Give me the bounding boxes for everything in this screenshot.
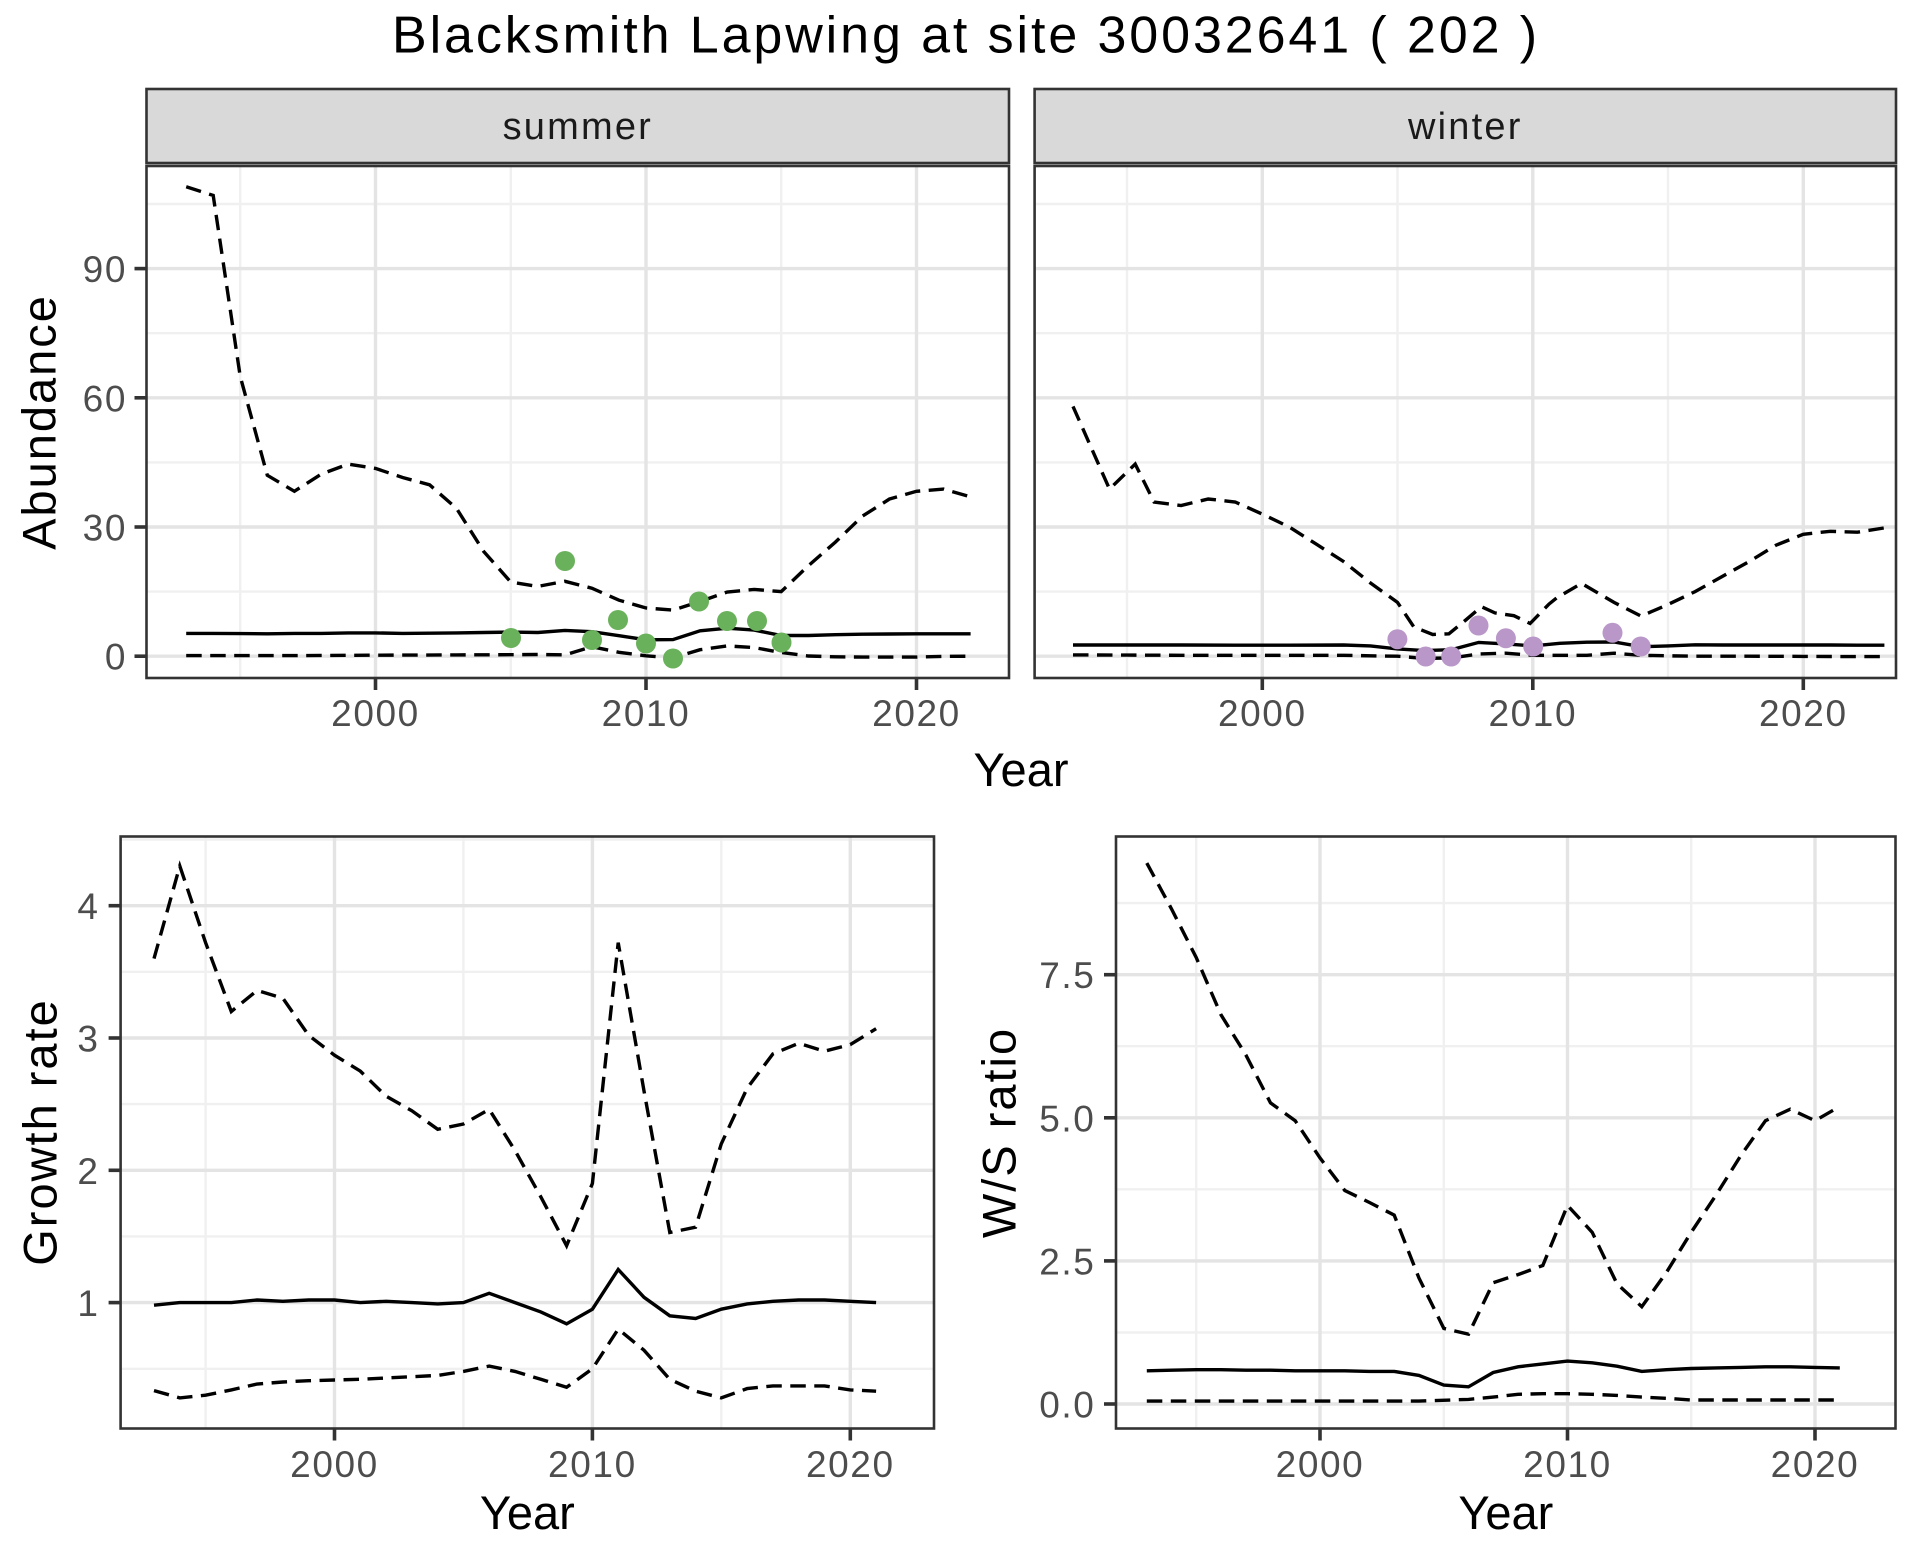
svg-text:5.0: 5.0: [1039, 1098, 1095, 1139]
svg-text:2010: 2010: [1488, 693, 1577, 734]
svg-text:4: 4: [77, 886, 99, 927]
svg-text:2000: 2000: [331, 693, 420, 734]
svg-text:2010: 2010: [602, 693, 691, 734]
svg-text:2.5: 2.5: [1039, 1241, 1095, 1282]
svg-text:2000: 2000: [1276, 1444, 1365, 1485]
svg-text:2020: 2020: [1771, 1444, 1860, 1485]
svg-text:60: 60: [83, 378, 127, 419]
svg-text:30: 30: [83, 508, 127, 549]
svg-text:Year: Year: [480, 1486, 575, 1539]
svg-text:2000: 2000: [290, 1444, 379, 1485]
svg-text:Year: Year: [1458, 1486, 1553, 1539]
svg-text:Growth rate: Growth rate: [13, 998, 66, 1266]
svg-text:2010: 2010: [548, 1444, 637, 1485]
svg-text:Abundance: Abundance: [13, 294, 66, 550]
svg-text:2020: 2020: [806, 1444, 895, 1485]
svg-text:2020: 2020: [872, 693, 961, 734]
svg-text:2020: 2020: [1759, 693, 1848, 734]
svg-text:winter: winter: [1407, 106, 1523, 148]
svg-text:7.5: 7.5: [1039, 955, 1095, 996]
svg-text:3: 3: [77, 1019, 99, 1060]
svg-text:0.0: 0.0: [1039, 1385, 1095, 1426]
svg-text:2000: 2000: [1218, 693, 1307, 734]
svg-text:Blacksmith Lapwing at site 300: Blacksmith Lapwing at site 30032641 ( 20…: [392, 7, 1540, 65]
svg-text:0: 0: [105, 637, 127, 678]
svg-text:2010: 2010: [1523, 1444, 1612, 1485]
svg-text:2: 2: [77, 1151, 99, 1192]
svg-text:1: 1: [77, 1283, 99, 1324]
svg-text:90: 90: [83, 249, 127, 290]
svg-text:W/S ratio: W/S ratio: [973, 1027, 1026, 1238]
svg-text:summer: summer: [503, 106, 653, 148]
svg-text:Year: Year: [974, 743, 1069, 796]
